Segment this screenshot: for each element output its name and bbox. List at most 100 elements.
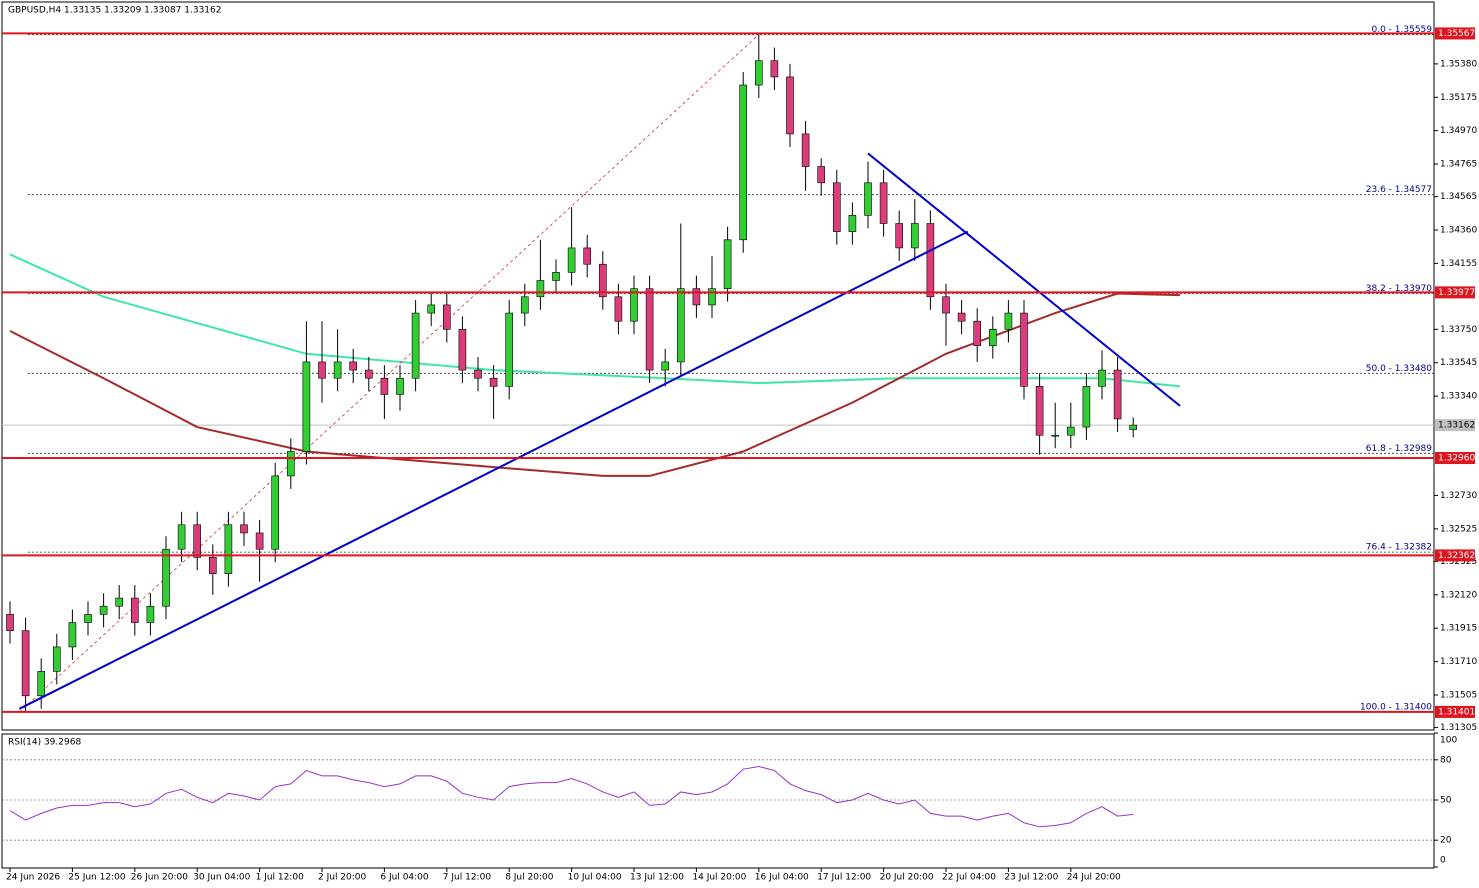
- moving-average: [9, 292, 1181, 477]
- level-label: 1.31401: [1438, 707, 1475, 717]
- y-tick-label: 1.34155: [1440, 259, 1477, 269]
- y-tick-label: 1.31505: [1440, 690, 1477, 700]
- rsi-line: [9, 765, 1134, 828]
- main-panel: [1, 1, 1435, 731]
- x-tick-label: 23 Jul 12:00: [1004, 873, 1058, 883]
- x-tick-label: 13 Jul 12:00: [630, 873, 684, 883]
- fib-label: 38.2 - 1.33970: [1366, 284, 1432, 294]
- candle-body: [52, 646, 61, 672]
- rsi-y-tick-label: 100: [1440, 736, 1457, 746]
- candle-body: [255, 532, 264, 550]
- trendline: [18, 230, 969, 710]
- candle-body: [988, 329, 997, 346]
- candle-body: [645, 288, 654, 371]
- y-tick-label: 1.32120: [1440, 590, 1477, 600]
- candle-body: [942, 296, 950, 314]
- fib-label: 0.0 - 1.35559: [1372, 25, 1433, 35]
- x-tick-label: 2 Jul 20:00: [318, 873, 367, 883]
- candle-body: [1004, 312, 1013, 330]
- candle-body: [832, 182, 841, 232]
- candle-body: [583, 247, 592, 265]
- y-tick-label: 1.34765: [1440, 160, 1477, 170]
- rsi-y-tick-label: 80: [1440, 755, 1452, 765]
- candle-body: [817, 166, 826, 184]
- fib-diagonal: [19, 34, 760, 713]
- candle-body: [209, 557, 217, 574]
- y-tick-label: 1.32525: [1440, 524, 1477, 534]
- level-label: 1.32362: [1438, 551, 1475, 561]
- y-tick-label: 1.31915: [1440, 624, 1477, 634]
- candle-body: [240, 524, 248, 534]
- y-tick-label: 1.32325: [1440, 557, 1477, 567]
- x-tick-label: 14 Jul 20:00: [692, 873, 746, 883]
- current-price-box: [1435, 419, 1475, 432]
- y-tick-label: 1.33340: [1440, 392, 1477, 402]
- y-tick-label: 1.33545: [1440, 358, 1477, 368]
- candle-body: [1082, 386, 1091, 428]
- level-label: 1.33977: [1438, 288, 1475, 298]
- fib-label: 50.0 - 1.33480: [1366, 364, 1432, 374]
- x-tick-label: 25 Jun 12:00: [68, 873, 125, 883]
- candle-body: [193, 524, 201, 558]
- candle-body: [708, 288, 716, 306]
- x-tick-label: 6 Jul 04:00: [380, 873, 429, 883]
- candle-body: [848, 215, 857, 232]
- x-tick-label: 10 Jul 04:00: [568, 873, 622, 883]
- candle-body: [957, 312, 966, 322]
- x-tick-label: 20 Jul 20:00: [880, 873, 934, 883]
- candle-body: [786, 76, 794, 135]
- candle-body: [442, 304, 451, 330]
- y-tick-label: 1.35175: [1440, 93, 1477, 103]
- candle-body: [630, 288, 638, 322]
- y-tick-label: 1.34970: [1440, 126, 1477, 136]
- level-box: [1435, 27, 1475, 40]
- candle-body: [474, 369, 482, 379]
- candle-body: [302, 361, 311, 452]
- candle-body: [286, 451, 295, 477]
- level-box: [1435, 286, 1475, 299]
- y-tick-label: 1.32730: [1440, 491, 1477, 501]
- candle-body: [536, 280, 545, 298]
- candle-body: [801, 133, 810, 167]
- rsi-y-tick-label: 50: [1440, 796, 1452, 806]
- rsi-y-tick-label: 20: [1440, 836, 1452, 846]
- x-tick-label: 30 Jun 04:00: [193, 873, 250, 883]
- current-price-label: 1.33162: [1438, 421, 1475, 431]
- level-label: 1.35567: [1438, 29, 1475, 39]
- level-box: [1435, 705, 1475, 718]
- candle-body: [770, 60, 779, 78]
- candle-body: [333, 361, 342, 379]
- candle-body: [505, 312, 514, 387]
- candle-body: [895, 223, 904, 249]
- candle-body: [676, 288, 685, 363]
- rsi-panel: [1, 733, 1435, 869]
- level-box: [1435, 549, 1475, 562]
- candle-body: [614, 296, 623, 322]
- fib-label: 23.6 - 1.34577: [1366, 185, 1432, 195]
- candle-body: [1020, 312, 1028, 387]
- candle-body: [520, 296, 529, 314]
- x-tick-label: 16 Jul 04:00: [755, 873, 809, 883]
- candle-body: [99, 605, 108, 615]
- candle-body: [224, 524, 233, 574]
- candle-body: [661, 361, 670, 371]
- candle-body: [864, 182, 872, 216]
- candle-body: [6, 614, 14, 631]
- x-tick-label: 1 Jul 12:00: [256, 873, 305, 883]
- candle-body: [926, 223, 935, 298]
- candle-body: [1035, 386, 1044, 436]
- rsi-y-tick-label: 0: [1440, 856, 1446, 866]
- y-tick-label: 1.31305: [1440, 723, 1477, 733]
- chart-header: GBPUSD,H4 1.33135 1.33209 1.33087 1.3316…: [8, 6, 221, 16]
- candle-body: [396, 377, 404, 395]
- candle-body: [1129, 424, 1137, 430]
- x-tick-label: 24 Jun 2026: [6, 873, 60, 883]
- y-tick-label: 1.34565: [1440, 192, 1477, 202]
- candle-body: [115, 597, 123, 607]
- candle-body: [567, 247, 576, 273]
- x-tick-label: 24 Jul 20:00: [1067, 873, 1121, 883]
- candle-body: [162, 548, 170, 607]
- y-tick-label: 1.31710: [1440, 657, 1477, 667]
- candle-body: [598, 263, 607, 298]
- candle-body: [879, 182, 888, 224]
